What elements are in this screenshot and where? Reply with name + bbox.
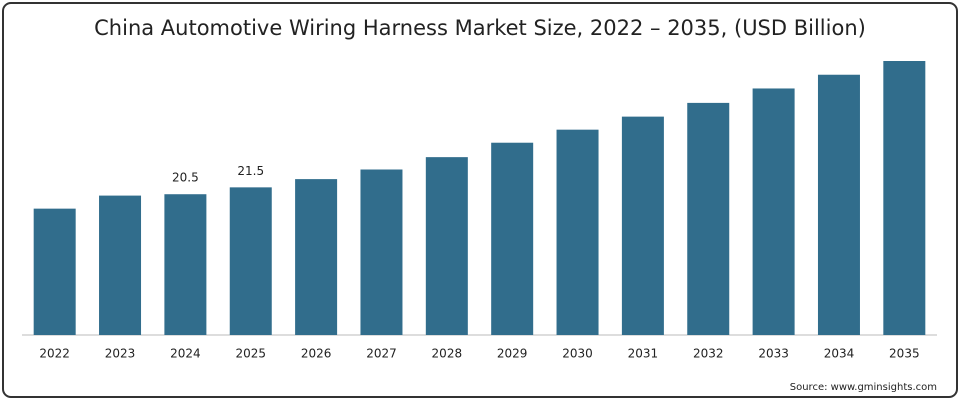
x-tick-label: 2026 xyxy=(301,347,332,361)
chart-title: China Automotive Wiring Harness Market S… xyxy=(94,16,866,40)
bar xyxy=(295,179,338,335)
source-note: Source: www.gminsights.com xyxy=(790,382,937,393)
x-tick-label: 2032 xyxy=(693,347,724,361)
x-tick-label: 2034 xyxy=(824,347,855,361)
x-tick-label: 2028 xyxy=(432,347,463,361)
x-tick-label: 2033 xyxy=(758,347,789,361)
bar xyxy=(687,102,730,335)
data-label: 21.5 xyxy=(237,164,264,178)
x-tick-label: 2023 xyxy=(105,347,136,361)
bar xyxy=(99,195,142,335)
bar xyxy=(360,169,403,335)
bar xyxy=(752,88,795,335)
bar xyxy=(491,142,534,335)
bar xyxy=(229,187,272,335)
bar xyxy=(556,129,599,335)
x-tick-label: 2022 xyxy=(39,347,70,361)
x-tick-label: 2029 xyxy=(497,347,528,361)
bar xyxy=(883,61,926,335)
x-tick-label: 2031 xyxy=(628,347,659,361)
x-tick-label: 2025 xyxy=(235,347,266,361)
x-tick-label: 2030 xyxy=(562,347,593,361)
bar xyxy=(425,157,468,335)
x-tick-label: 2024 xyxy=(170,347,201,361)
bar xyxy=(621,116,664,336)
x-tick-label: 2027 xyxy=(366,347,397,361)
data-label: 20.5 xyxy=(172,171,199,185)
bar xyxy=(164,194,207,335)
bar xyxy=(33,208,76,335)
bar xyxy=(817,74,860,335)
x-tick-label: 2035 xyxy=(889,347,920,361)
